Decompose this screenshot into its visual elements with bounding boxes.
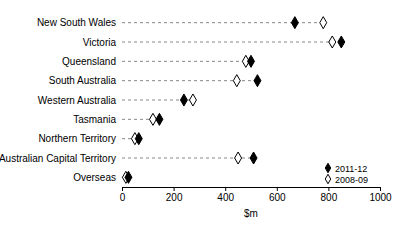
- dot: [320, 17, 327, 29]
- x-tick-mark: [122, 187, 123, 191]
- y-tick: Overseas: [73, 172, 116, 183]
- y-tick-label: Overseas: [73, 172, 116, 183]
- x-tick: 400: [217, 187, 234, 203]
- y-tick: Victoria: [83, 37, 117, 48]
- y-tick: New South Wales: [37, 17, 116, 28]
- dot: [156, 113, 163, 125]
- dot: [254, 75, 261, 87]
- x-tick-mark: [380, 187, 381, 191]
- x-tick: 0: [120, 187, 126, 203]
- x-tick-label: 0: [120, 192, 126, 203]
- connector: [122, 158, 254, 159]
- y-tick-label: New South Wales: [37, 17, 116, 28]
- plot: 0 200 400 600 800 1000 $m New South Wales Victor…: [0, 17, 392, 219]
- y-tick: Northern Territory: [38, 133, 116, 144]
- x-tick: 600: [269, 187, 286, 203]
- connector: [122, 42, 341, 43]
- x-tick-label: 800: [321, 192, 338, 203]
- y-tick: Tasmania: [73, 114, 116, 125]
- dot: [180, 94, 187, 106]
- legend: 2011-122008-09: [325, 163, 368, 184]
- y-tick: Western Australia: [38, 95, 117, 106]
- y-tick: Queensland: [62, 56, 116, 67]
- y-tick-label: Victoria: [83, 37, 117, 48]
- x-tick-mark: [277, 187, 278, 191]
- legend-item: 2008-09: [325, 174, 368, 184]
- dot: [291, 17, 298, 29]
- dot: [329, 36, 336, 48]
- connector: [122, 61, 251, 62]
- dot: [338, 36, 345, 48]
- x-tick: 1000: [369, 187, 392, 203]
- x-tick: 800: [321, 187, 338, 203]
- legend-item: 2011-12: [325, 163, 367, 173]
- x-tick-label: 400: [217, 192, 234, 203]
- y-tick-label: South Australia: [49, 75, 117, 86]
- dot: [189, 94, 196, 106]
- y-tick-label: Western Australia: [38, 95, 117, 106]
- marks: [122, 17, 345, 184]
- y-axis: New South Wales Victoria Queensland South A…: [0, 17, 116, 183]
- legend-symbol: [325, 174, 330, 183]
- chart: 0 200 400 600 800 1000 $m New South Wales Victor…: [0, 0, 397, 227]
- legend-label: 2011-12: [335, 164, 367, 174]
- x-tick-label: 600: [269, 192, 286, 203]
- x-tick-label: 1000: [369, 192, 392, 203]
- y-tick-label: Northern Territory: [38, 133, 116, 144]
- dot: [250, 152, 257, 164]
- x-tick: 200: [166, 187, 183, 203]
- y-tick-label: Tasmania: [73, 114, 116, 125]
- legend-symbol: [325, 163, 330, 172]
- dot: [248, 55, 255, 67]
- x-tick-label: 200: [166, 192, 183, 203]
- x-axis: 0 200 400 600 800 1000: [120, 187, 392, 203]
- legend-label: 2008-09: [335, 175, 368, 185]
- x-tick-mark: [225, 187, 226, 191]
- y-tick: Australian Capital Territory: [0, 153, 116, 164]
- dot: [125, 171, 132, 183]
- x-axis-line: [123, 188, 381, 192]
- dot: [233, 75, 240, 87]
- y-tick-label: Australian Capital Territory: [0, 153, 116, 164]
- dot: [135, 133, 142, 145]
- y-tick-label: Queensland: [62, 56, 116, 67]
- y-tick: South Australia: [49, 75, 117, 86]
- x-tick-mark: [328, 187, 329, 191]
- x-tick-mark: [174, 187, 175, 191]
- x-axis-title: $m: [244, 208, 258, 219]
- dot: [235, 152, 242, 164]
